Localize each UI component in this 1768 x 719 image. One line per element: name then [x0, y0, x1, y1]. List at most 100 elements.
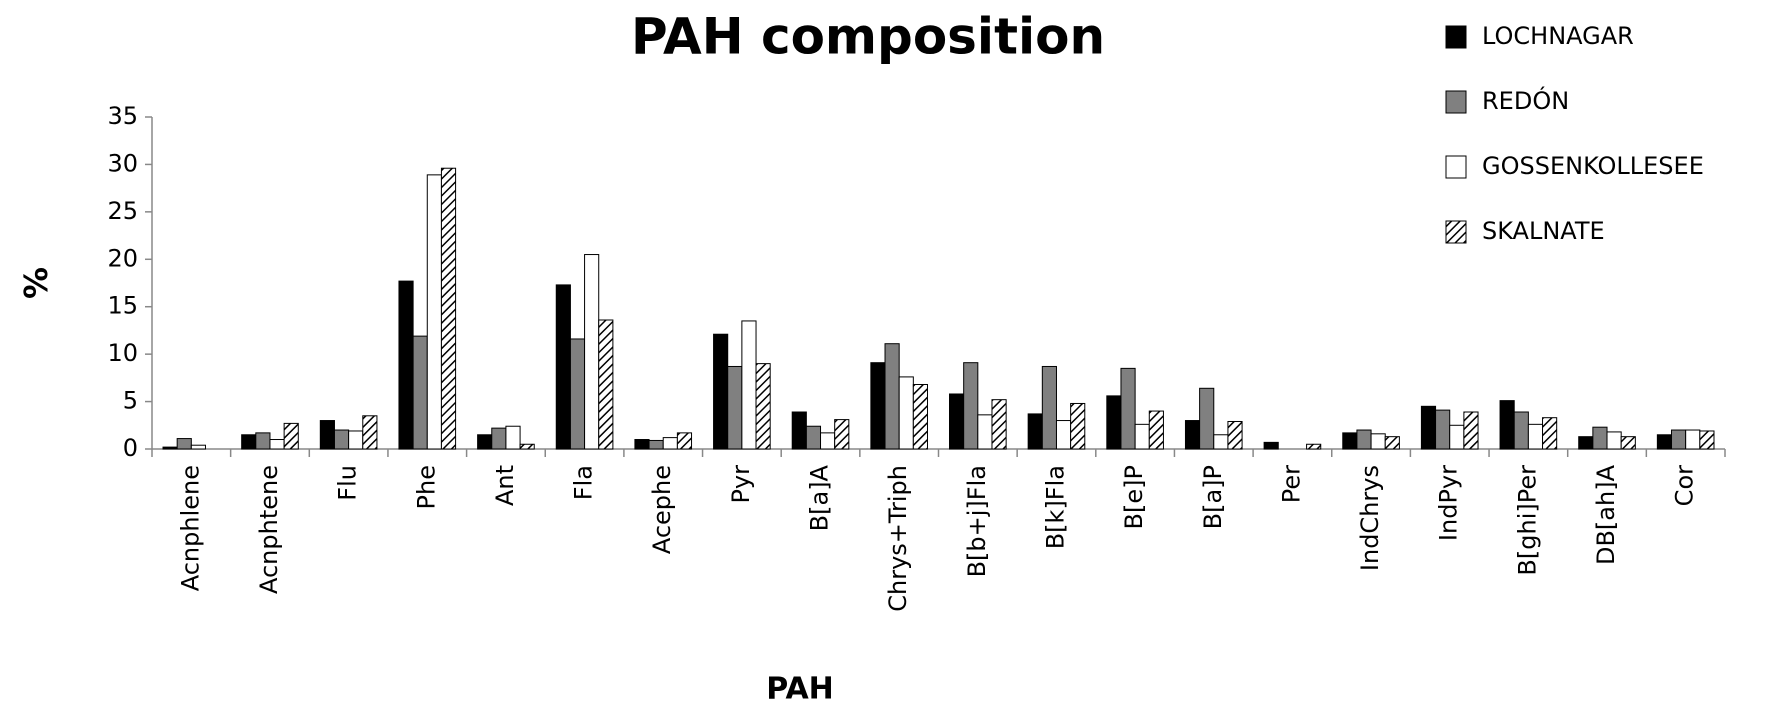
bar	[1227, 420, 1243, 450]
bar	[634, 439, 650, 450]
y-tick-label: 35	[107, 102, 138, 130]
bar	[1578, 436, 1594, 450]
x-tick-label: Ant	[491, 465, 519, 506]
x-axis-title: PAH	[766, 672, 834, 707]
bar	[1606, 431, 1622, 450]
bar	[713, 333, 729, 450]
bar	[1306, 443, 1322, 450]
x-tick-label: Per	[1277, 465, 1305, 503]
x-tick-label: B[a]P	[1199, 465, 1227, 529]
legend-swatch	[1445, 90, 1467, 114]
bar	[949, 393, 965, 450]
bar	[569, 338, 586, 450]
bar	[1148, 410, 1164, 450]
bar	[398, 280, 414, 450]
bar	[519, 443, 535, 450]
legend-swatch	[1445, 155, 1467, 179]
chart-title: PAH composition	[631, 8, 1105, 66]
bar	[1370, 433, 1386, 450]
bar	[176, 438, 192, 450]
bar	[1041, 365, 1057, 450]
bar	[1070, 402, 1086, 450]
bar	[1685, 429, 1701, 450]
bar	[348, 430, 364, 450]
x-tick-label: B[e]P	[1120, 465, 1148, 529]
bar	[1384, 436, 1400, 450]
bar	[1656, 434, 1673, 450]
bar	[1542, 417, 1558, 450]
bar	[991, 399, 1007, 450]
bar	[834, 419, 850, 450]
bar	[1671, 429, 1687, 450]
bar	[1449, 424, 1465, 450]
bar	[333, 429, 350, 450]
x-tick-label: B[k]Fla	[1041, 465, 1069, 549]
bar	[662, 437, 678, 450]
bar	[912, 383, 928, 450]
bar	[870, 362, 886, 450]
bar	[505, 425, 521, 450]
bar	[755, 363, 771, 450]
x-tick-label: Pyr	[727, 465, 755, 504]
bar	[1513, 411, 1529, 450]
bar	[676, 432, 693, 450]
bar	[1106, 395, 1122, 450]
y-tick-label: 30	[107, 149, 138, 177]
y-tick-label: 20	[107, 244, 138, 272]
x-tick-label: B[ghi]Per	[1513, 465, 1541, 576]
x-tick-label: B[b+j]Fla	[963, 465, 991, 577]
bar	[1199, 387, 1215, 450]
bar	[1499, 400, 1515, 450]
bar	[283, 422, 299, 450]
x-tick-label: Fla	[570, 465, 598, 500]
bar	[241, 434, 257, 450]
bar	[598, 319, 614, 450]
y-axis-title: %	[17, 267, 55, 299]
bar	[491, 427, 507, 450]
bar	[412, 335, 428, 450]
bar	[791, 411, 807, 450]
bar	[1263, 441, 1279, 450]
x-tick-label: Phe	[412, 465, 440, 509]
bar	[1435, 409, 1451, 450]
bar	[1120, 367, 1136, 450]
bar	[440, 167, 457, 450]
y-tick-label: 10	[107, 339, 138, 367]
bar	[555, 284, 571, 450]
bar	[1527, 423, 1544, 450]
legend-label: REDÓN	[1482, 85, 1569, 115]
bar	[362, 415, 378, 450]
x-tick-label: IndPyr	[1435, 465, 1463, 541]
bar	[255, 432, 271, 450]
legend-swatch	[1445, 25, 1467, 49]
bar	[963, 362, 979, 450]
bar	[1420, 405, 1437, 450]
bar	[977, 414, 993, 450]
x-tick-label: Acnphtene	[255, 465, 283, 594]
x-tick-label: Acnphlene	[176, 465, 204, 591]
bar	[584, 254, 600, 450]
legend-label: GOSSENKOLLESEE	[1482, 152, 1704, 180]
x-tick-label: Flu	[334, 465, 362, 501]
x-tick-label: IndChrys	[1356, 465, 1384, 571]
y-tick-label: 0	[123, 434, 138, 462]
x-tick-label: Chrys+Triph	[884, 465, 912, 612]
bar	[1027, 413, 1043, 450]
bar	[162, 446, 178, 450]
bar	[190, 444, 206, 450]
bar	[1356, 429, 1372, 450]
y-tick-label: 5	[123, 387, 138, 415]
bar	[1134, 423, 1150, 450]
legend-label: LOCHNAGAR	[1482, 22, 1634, 50]
y-tick-label: 15	[107, 292, 138, 320]
bar	[1213, 434, 1229, 450]
legend-label: SKALNATE	[1482, 217, 1605, 245]
bar	[426, 174, 442, 450]
legend-swatch	[1445, 220, 1467, 244]
bar	[1184, 420, 1201, 450]
bar	[477, 434, 493, 450]
x-tick-label: Cor	[1671, 465, 1699, 506]
bar	[1699, 430, 1715, 450]
